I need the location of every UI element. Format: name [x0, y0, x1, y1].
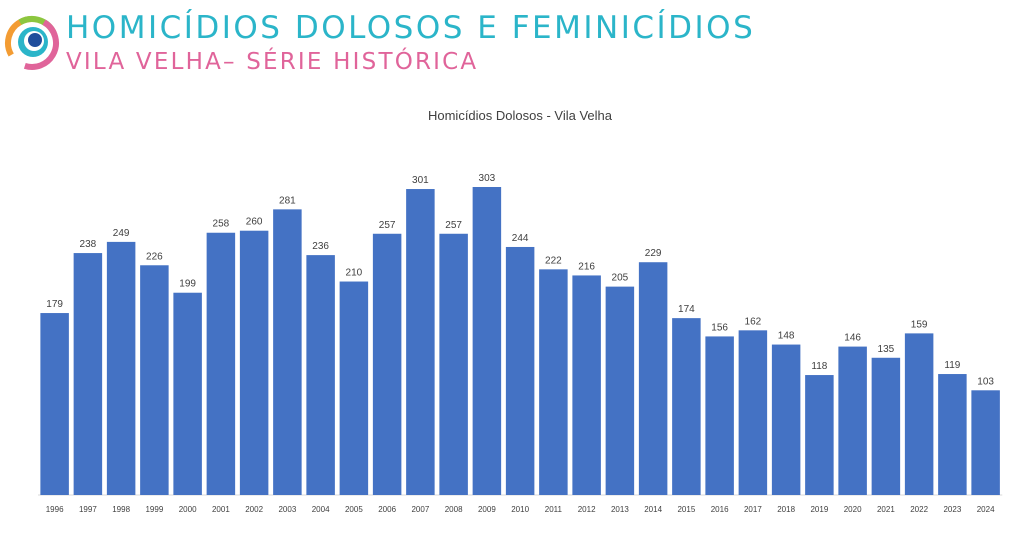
- bar-2002: [239, 230, 269, 495]
- page-subtitle: VILA VELHA– SÉRIE HISTÓRICA: [66, 49, 479, 75]
- data-label-2018: 148: [778, 331, 795, 342]
- bar-2011: [539, 269, 568, 495]
- x-tick-label-2019: 2019: [810, 505, 828, 514]
- x-tick-label-2005: 2005: [345, 505, 363, 514]
- bar-2012: [572, 275, 601, 495]
- x-tick-label-1999: 1999: [145, 505, 163, 514]
- data-label-2002: 260: [246, 217, 263, 228]
- logo-icon: [5, 16, 60, 70]
- data-label-2016: 156: [711, 322, 728, 333]
- bar-2024: [971, 390, 1000, 495]
- data-label-2008: 257: [445, 220, 462, 231]
- data-label-1998: 249: [113, 228, 130, 239]
- x-tick-label-2008: 2008: [445, 505, 463, 514]
- x-tick-label-2021: 2021: [877, 505, 895, 514]
- bar-2016: [705, 336, 734, 495]
- bar-2001: [206, 232, 236, 496]
- bar-2008: [439, 233, 468, 495]
- bar-2019: [805, 375, 834, 495]
- data-label-2004: 236: [312, 241, 329, 252]
- x-tick-label-2009: 2009: [478, 505, 496, 514]
- page-title: HOMICÍDIOS DOLOSOS E FEMINICÍDIOS: [66, 10, 756, 46]
- bar-2009: [472, 187, 502, 495]
- data-label-2010: 244: [512, 233, 529, 244]
- data-label-2022: 159: [911, 319, 928, 330]
- x-tick-label-2001: 2001: [212, 505, 230, 514]
- bar-2004: [306, 255, 335, 495]
- bar-2023: [938, 374, 967, 495]
- x-tick-label-2010: 2010: [511, 505, 529, 514]
- data-label-2003: 281: [279, 195, 296, 206]
- data-label-2001: 258: [213, 219, 230, 230]
- x-tick-label-2003: 2003: [278, 505, 296, 514]
- bar-2003: [273, 209, 302, 496]
- bar-1996: [40, 313, 69, 495]
- bar-2006: [372, 233, 402, 495]
- x-tick-label-2017: 2017: [744, 505, 762, 514]
- data-label-2013: 205: [612, 273, 629, 284]
- x-tick-label-2024: 2024: [977, 505, 995, 514]
- bar-2000: [173, 292, 202, 495]
- data-label-2000: 199: [179, 279, 196, 290]
- bar-2021: [871, 357, 901, 495]
- data-label-2011: 222: [545, 255, 562, 266]
- data-label-2019: 118: [811, 361, 827, 372]
- x-tick-label-2016: 2016: [711, 505, 729, 514]
- data-label-2005: 210: [346, 268, 363, 279]
- bar-2015: [672, 318, 701, 495]
- x-tick-label-2022: 2022: [910, 505, 928, 514]
- bar-2020: [838, 346, 867, 495]
- data-label-1997: 238: [80, 239, 97, 250]
- bar-2010: [505, 246, 535, 495]
- bar-2017: [738, 330, 768, 495]
- bar-2014: [638, 262, 668, 495]
- x-tick-label-2023: 2023: [943, 505, 961, 514]
- data-label-2023: 119: [944, 360, 960, 371]
- x-tick-label-2006: 2006: [378, 505, 396, 514]
- x-tick-label-2007: 2007: [411, 505, 429, 514]
- data-label-2012: 216: [578, 261, 595, 272]
- x-tick-label-2018: 2018: [777, 505, 795, 514]
- x-tick-label-2000: 2000: [179, 505, 197, 514]
- x-tick-label-2014: 2014: [644, 505, 662, 514]
- data-label-2021: 135: [878, 344, 895, 355]
- x-tick-label-1997: 1997: [79, 505, 97, 514]
- bar-2005: [339, 281, 369, 495]
- bar-1998: [106, 241, 136, 495]
- x-tick-label-2011: 2011: [545, 505, 563, 514]
- data-label-2024: 103: [977, 376, 994, 387]
- bar-2018: [771, 344, 801, 495]
- data-label-2020: 146: [844, 333, 861, 344]
- x-tick-label-1998: 1998: [112, 505, 130, 514]
- bar-1999: [140, 265, 169, 495]
- data-label-2014: 229: [645, 248, 662, 259]
- bar-2022: [904, 333, 934, 495]
- data-label-2009: 303: [479, 173, 496, 184]
- data-label-2006: 257: [379, 220, 396, 231]
- x-tick-label-2015: 2015: [677, 505, 695, 514]
- chart-title: Homicídios Dolosos - Vila Velha: [427, 108, 612, 123]
- x-tick-label-2012: 2012: [578, 505, 596, 514]
- x-tick-label-2004: 2004: [312, 505, 330, 514]
- bar-1997: [73, 253, 103, 495]
- data-label-1999: 226: [146, 251, 163, 262]
- data-label-2017: 162: [745, 316, 762, 327]
- bar-2013: [605, 286, 635, 495]
- x-tick-label-2002: 2002: [245, 505, 263, 514]
- x-tick-label-2013: 2013: [611, 505, 629, 514]
- x-tick-label-2020: 2020: [844, 505, 862, 514]
- data-label-1996: 179: [46, 299, 63, 310]
- data-label-2015: 174: [678, 304, 695, 315]
- data-label-2007: 301: [412, 175, 429, 186]
- bar-2007: [406, 189, 435, 495]
- x-tick-label-1996: 1996: [46, 505, 64, 514]
